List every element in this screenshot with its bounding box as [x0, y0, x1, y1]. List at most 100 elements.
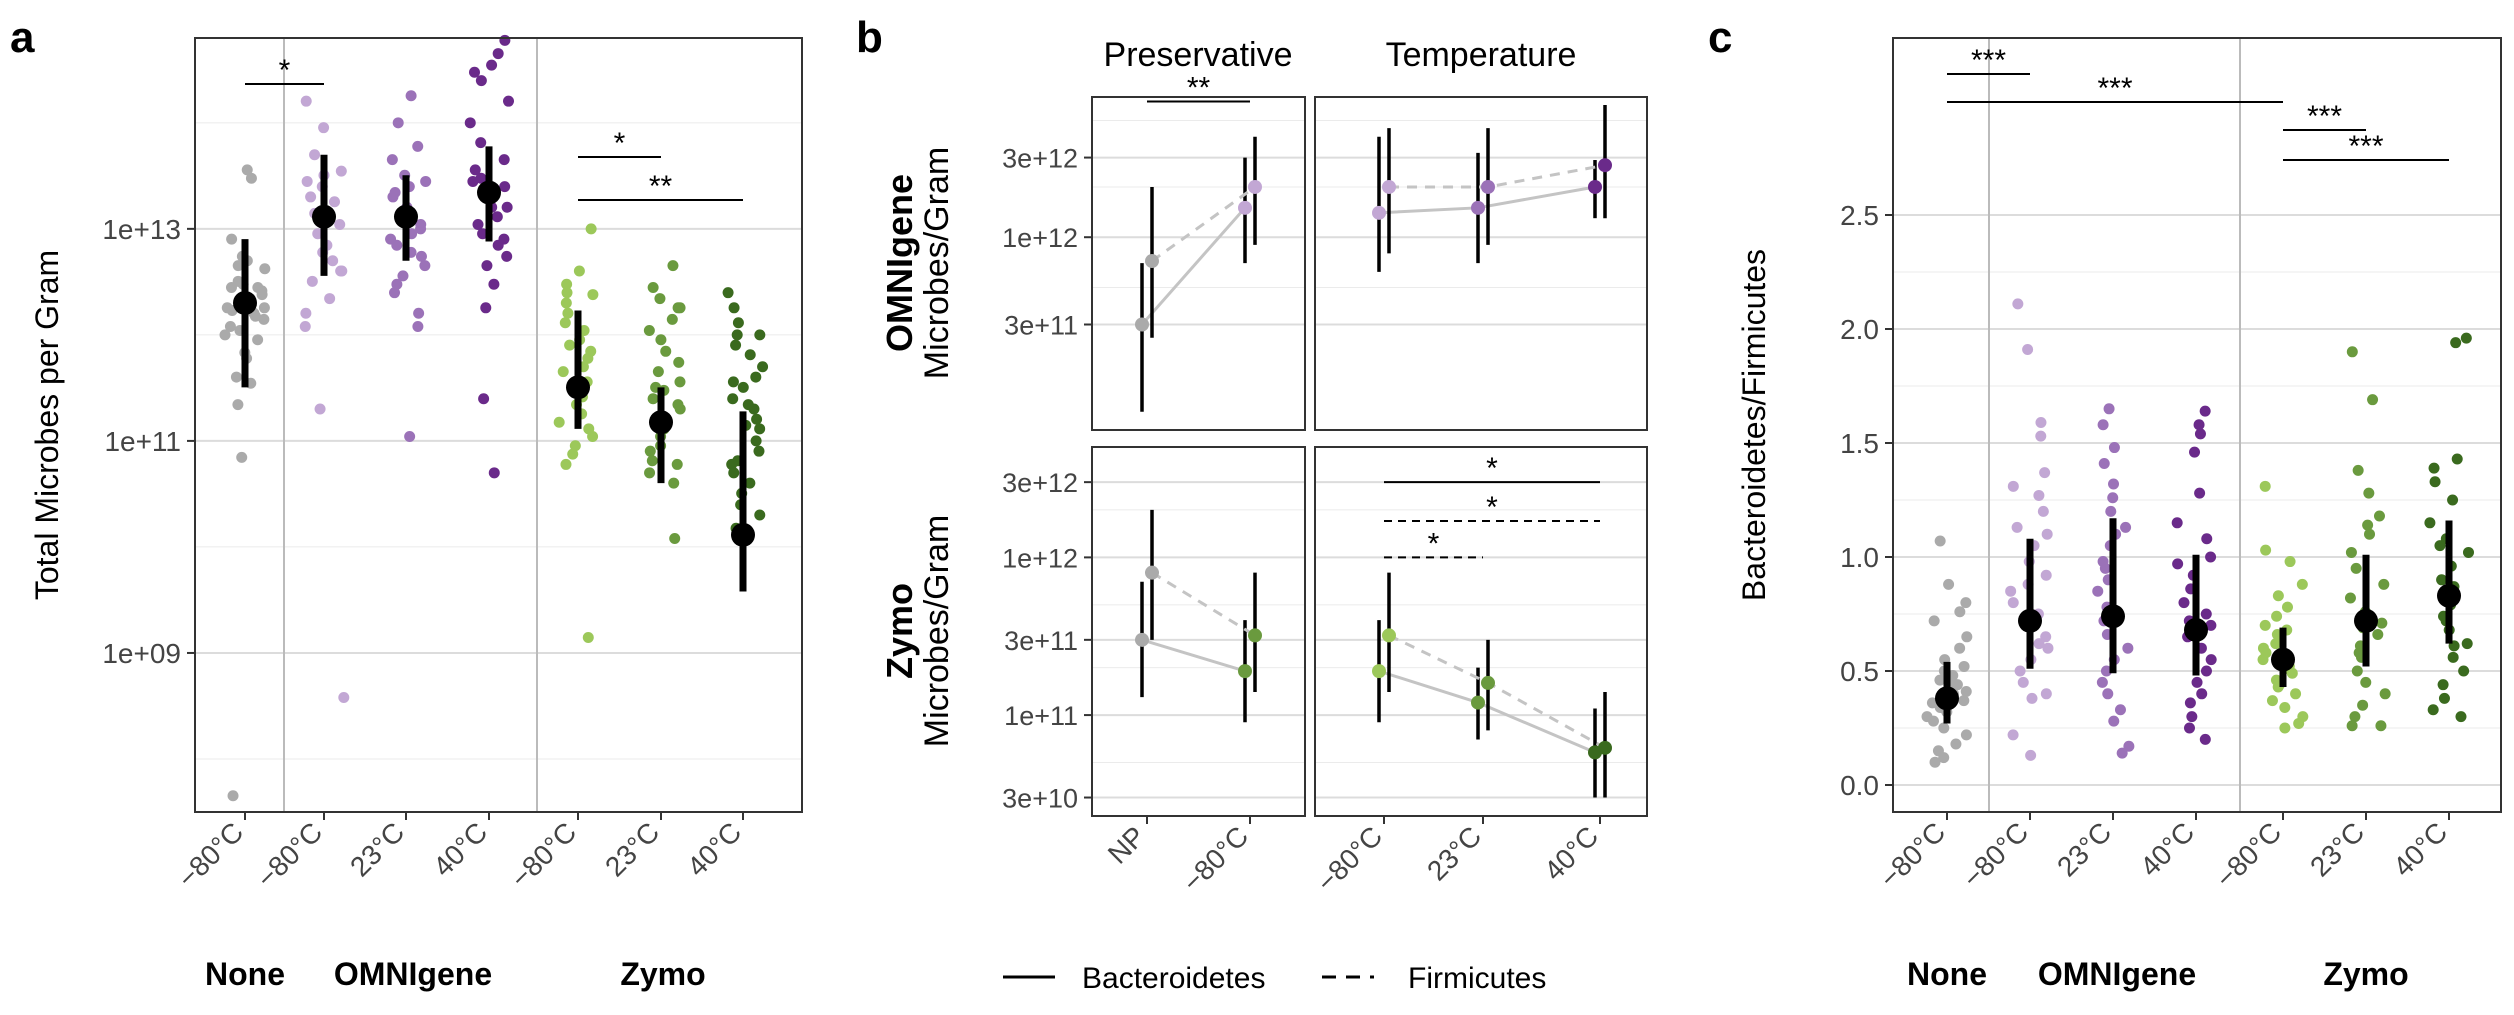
- y-tick-label: 1e+12: [1002, 223, 1078, 253]
- mean-point: [1382, 179, 1396, 194]
- x-tick-label: 40°C: [2387, 816, 2453, 882]
- data-point: [2199, 733, 2211, 745]
- mean-point: [1135, 317, 1149, 332]
- significance-label: *: [1428, 527, 1440, 560]
- data-point: [2266, 695, 2278, 707]
- data-point: [2099, 562, 2111, 574]
- data-point: [503, 95, 515, 107]
- significance-label: **: [649, 170, 673, 203]
- facet-background: [1315, 447, 1647, 816]
- data-point: [300, 95, 312, 107]
- x-tick-label: −80°C: [505, 816, 583, 894]
- data-point: [481, 260, 493, 272]
- data-point: [2037, 505, 2049, 517]
- mean-point: [1372, 664, 1386, 679]
- y-tick-label: 1e+13: [102, 214, 181, 245]
- data-point: [2183, 722, 2195, 734]
- data-point: [2450, 337, 2462, 349]
- data-point: [654, 293, 666, 305]
- y-tick-label: 0.0: [1840, 770, 1879, 801]
- data-point: [671, 458, 683, 470]
- row-title-group: Zymo: [879, 583, 920, 679]
- y-tick-label: 1.5: [1840, 428, 1879, 459]
- data-point: [420, 175, 432, 187]
- data-point: [2376, 617, 2388, 629]
- data-point: [397, 270, 409, 282]
- mean-point: [1248, 179, 1262, 194]
- significance-label: ***: [2097, 72, 2132, 105]
- data-point: [2108, 442, 2120, 454]
- data-point: [2205, 551, 2217, 563]
- x-tick-label: 40°C: [1538, 820, 1604, 886]
- data-point: [2039, 467, 2051, 479]
- y-tick-label: 1e+11: [104, 426, 181, 457]
- legend-label: Bacteroidetes: [1082, 962, 1265, 995]
- data-point: [335, 265, 347, 277]
- data-point: [501, 201, 513, 213]
- mean-point: [1471, 695, 1485, 710]
- data-point: [2114, 704, 2126, 716]
- y-axis-title: Total Microbes per Gram: [29, 250, 65, 600]
- data-point: [472, 218, 484, 230]
- data-point: [467, 175, 479, 187]
- data-point: [2005, 585, 2017, 597]
- data-point: [2035, 430, 2047, 442]
- x-tick-label: 23°C: [2304, 816, 2370, 882]
- data-point: [2367, 394, 2379, 406]
- data-point: [727, 376, 739, 388]
- data-point: [300, 307, 312, 319]
- data-point: [245, 172, 257, 184]
- data-point: [2271, 610, 2283, 622]
- data-point: [338, 692, 350, 704]
- data-point: [647, 393, 659, 405]
- y-tick-label: 2.5: [1840, 200, 1879, 231]
- column-title: Preservative: [1104, 36, 1293, 74]
- data-point: [305, 191, 317, 203]
- mean-point: [1145, 254, 1159, 269]
- row-title-label: Microbes/Gram: [918, 147, 956, 379]
- data-point: [258, 313, 270, 325]
- data-point: [2096, 676, 2108, 688]
- data-point: [672, 399, 684, 411]
- group-label-zymo-c: Zymo: [2323, 956, 2408, 992]
- data-point: [2436, 574, 2448, 586]
- data-point: [225, 281, 237, 293]
- panel-a-letter: a: [10, 13, 35, 62]
- data-point: [750, 435, 762, 447]
- data-point: [412, 320, 424, 332]
- data-point: [2346, 720, 2358, 732]
- data-point: [488, 278, 500, 290]
- data-point: [2360, 676, 2372, 688]
- data-point: [728, 302, 740, 314]
- data-point: [2116, 747, 2128, 759]
- data-point: [312, 228, 324, 240]
- data-point: [2357, 699, 2369, 711]
- mean-point: [2101, 604, 2125, 629]
- data-point: [2199, 405, 2211, 417]
- data-point: [2097, 419, 2109, 431]
- data-point: [252, 334, 264, 346]
- data-point: [722, 287, 734, 299]
- data-point: [241, 164, 253, 176]
- x-tick-label: 40°C: [427, 816, 493, 882]
- x-tick-label: 23°C: [2051, 816, 2117, 882]
- data-point: [2200, 665, 2212, 677]
- data-point: [2108, 478, 2120, 490]
- data-point: [2281, 601, 2293, 613]
- data-point: [2102, 688, 2114, 700]
- mean-point: [1135, 632, 1149, 647]
- bacteroidetes-line: [1141, 638, 1246, 673]
- data-point: [2194, 428, 2206, 440]
- data-point: [585, 223, 597, 235]
- y-tick-label: 2.0: [1840, 314, 1879, 345]
- data-point: [1961, 631, 1973, 643]
- significance-label: ***: [2307, 100, 2342, 133]
- y-tick-label: 1e+11: [1004, 701, 1078, 731]
- x-tick-label: 40°C: [2134, 816, 2200, 882]
- data-point: [2194, 487, 2206, 499]
- data-point: [2353, 647, 2365, 659]
- data-point: [644, 467, 656, 479]
- data-point: [499, 181, 511, 193]
- mean-point: [566, 375, 590, 400]
- data-point: [2257, 642, 2269, 654]
